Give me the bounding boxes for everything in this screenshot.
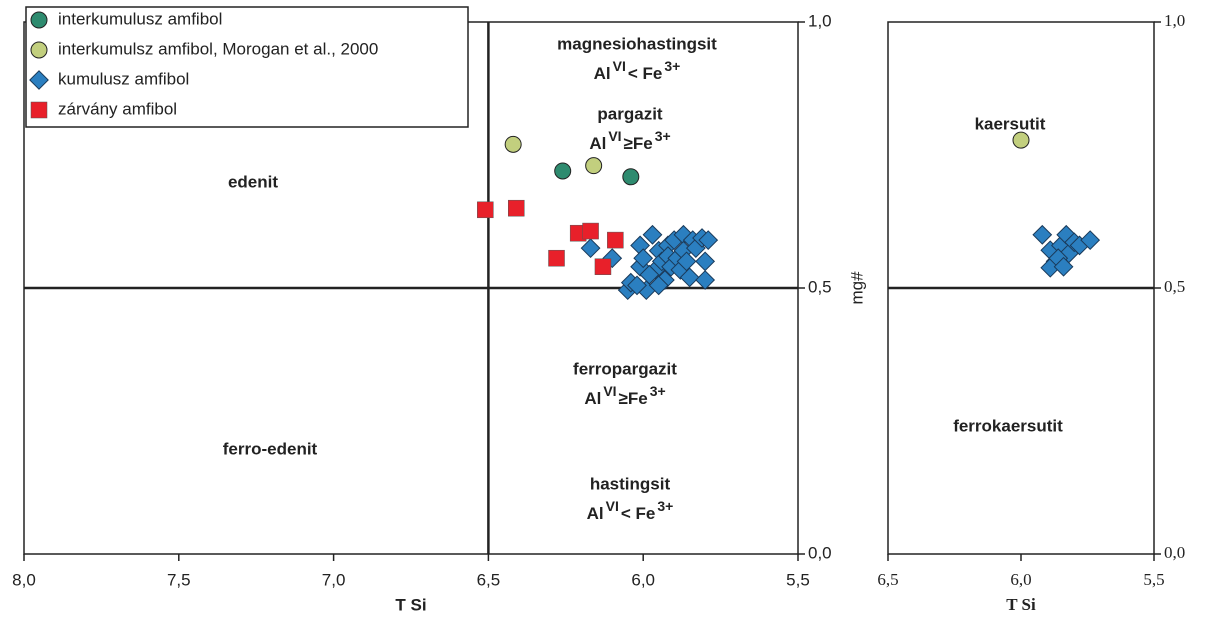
field-condition: Al VI < Fe 3+ [594, 58, 681, 84]
legend-label: zárvány amfibol [58, 99, 177, 118]
legend-label: interkumulusz amfibol [58, 9, 222, 28]
y-tick-label: 1,0 [808, 11, 832, 30]
condition-part: VI [608, 128, 621, 144]
condition-part: < Fe [628, 64, 663, 83]
point [580, 238, 601, 258]
point [679, 267, 700, 288]
point [627, 275, 647, 296]
point [642, 224, 663, 245]
condition-part: 3+ [664, 58, 680, 74]
y-tick-label: 0,0 [808, 543, 832, 562]
legend-marker [30, 41, 48, 59]
condition-part: < Fe [621, 504, 656, 523]
point [504, 135, 522, 153]
field-label: ferro-edenit [223, 439, 318, 458]
x-axis-label: T Si [1006, 595, 1036, 614]
condition-part: ≥Fe [619, 389, 648, 408]
point [695, 251, 716, 272]
point [508, 199, 525, 217]
x-tick-label: 6,5 [877, 570, 898, 589]
condition-part: VI [603, 383, 616, 399]
x-tick-label: 8,0 [12, 570, 36, 589]
field-label: edenit [228, 172, 278, 191]
condition-part: Al [594, 64, 611, 83]
field-label: ferrokaersutit [953, 416, 1063, 435]
legend-marker [29, 70, 49, 90]
point [594, 258, 612, 275]
condition-part: ≥Fe [624, 134, 653, 153]
field-label: ferropargazit [573, 359, 677, 378]
condition-part: Al [589, 134, 606, 153]
point [607, 231, 624, 249]
x-tick-label: 6,5 [477, 570, 501, 589]
field-condition: Al VI ≥Fe 3+ [584, 383, 665, 409]
point [648, 275, 669, 296]
field-label: pargazit [597, 104, 663, 123]
y-tick-label: 0,5 [1164, 277, 1185, 296]
legend: interkumulusz amfibol interkumulsz amfibo… [25, 6, 469, 128]
point [1080, 230, 1101, 251]
field-condition: Al VI < Fe 3+ [587, 498, 674, 524]
point [548, 249, 565, 267]
point [582, 222, 599, 240]
legend-label: interkumulsz amfibol, Morogan et al., 20… [58, 39, 378, 58]
point [676, 251, 697, 272]
point [698, 230, 719, 251]
y-tick-label: 1,0 [1164, 11, 1185, 30]
field-label: magnesiohastingsit [557, 34, 717, 53]
point [639, 264, 660, 285]
condition-part: 3+ [657, 498, 673, 514]
point [633, 248, 654, 269]
x-tick-label: 5,5 [1143, 570, 1164, 589]
point [695, 270, 716, 290]
legend-marker [30, 11, 48, 29]
x-tick-label: 6,0 [1010, 570, 1031, 589]
condition-part: Al [587, 504, 604, 523]
point [554, 162, 572, 180]
x-tick-label: 5,5 [786, 570, 810, 589]
plot: 8,0 7,5 7,0 6,5 6,0 5,5 1,0 0,5 0,0 T Si mg# edenit… [12, 11, 866, 614]
condition-part: 3+ [650, 383, 666, 399]
y-tick-label: 0,5 [808, 277, 832, 296]
field-label: hastingsit [590, 474, 671, 493]
y-axis-label: mg# [847, 271, 866, 305]
condition-part: 3+ [655, 128, 671, 144]
point [1032, 224, 1053, 245]
field-condition: Al VI ≥Fe 3+ [589, 128, 670, 154]
condition-part: Al [584, 389, 601, 408]
point [1053, 256, 1074, 277]
condition-part: VI [606, 498, 619, 514]
plot: 6,5 6,0 5,5 1,0 0,5 0,0 T Si kaersutit ferrokaer… [877, 11, 1185, 614]
field-label: kaersutit [975, 114, 1046, 133]
point [622, 168, 640, 186]
point [585, 157, 603, 175]
x-tick-label: 6,0 [631, 570, 655, 589]
y-tick-label: 0,0 [1164, 543, 1185, 562]
condition-part: VI [613, 58, 626, 74]
point [477, 201, 494, 219]
legend-box [25, 6, 469, 128]
x-axis-label: T Si [395, 595, 426, 614]
legend-marker [30, 101, 48, 119]
x-tick-label: 7,5 [167, 570, 191, 589]
legend-label: kumulusz amfibol [58, 69, 189, 88]
x-tick-label: 7,0 [322, 570, 346, 589]
point [1012, 131, 1030, 149]
